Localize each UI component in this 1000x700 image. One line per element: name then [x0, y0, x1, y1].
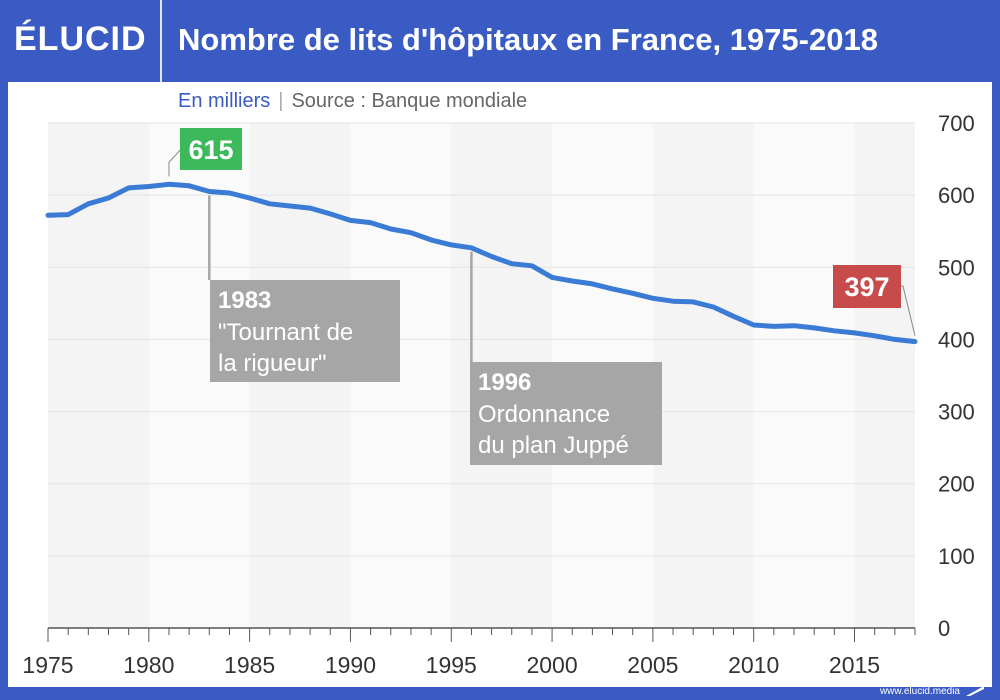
end-value-label: 397	[844, 272, 889, 302]
y-tick-label: 400	[938, 327, 975, 352]
x-tick-label: 1985	[224, 652, 275, 678]
annotation-text-rigueur: "Tournant de	[218, 319, 353, 346]
x-tick-label: 1995	[426, 652, 477, 678]
annotation-text-juppe: du plan Juppé	[478, 432, 629, 459]
series-line	[45, 181, 918, 345]
subtitle-separator: |	[278, 90, 284, 112]
y-tick-label: 0	[938, 616, 950, 641]
source-label: Source : Banque mondiale	[291, 90, 528, 112]
y-tick-label: 500	[938, 255, 975, 280]
start-label-leader	[168, 146, 184, 177]
annotation-box-rigueur	[210, 280, 400, 382]
footer-url[interactable]: www.elucid.media	[879, 686, 960, 697]
y-tick-label: 700	[938, 111, 975, 136]
start-value-label: 615	[188, 135, 233, 165]
annotation-box-juppe	[470, 362, 662, 465]
annotation-text-rigueur: la rigueur"	[218, 350, 327, 377]
band-2010	[753, 123, 855, 628]
y-tick-label: 300	[938, 400, 975, 425]
x-tick-label: 2000	[526, 652, 577, 678]
header-divider	[160, 0, 162, 82]
y-tick-label: 200	[938, 472, 975, 497]
elucid-logo: ÉLUCID	[14, 20, 147, 58]
x-tick-label: 1980	[123, 652, 174, 678]
x-tick-label: 1990	[325, 652, 376, 678]
x-tick-label: 2010	[728, 652, 779, 678]
header-bar: ÉLUCID Nombre de lits d'hôpitaux en Fran…	[0, 0, 1000, 82]
unit-label: En milliers	[178, 90, 271, 112]
annotation-year-juppe: 1996	[478, 369, 531, 396]
annotation-text-juppe: Ordonnance	[478, 401, 610, 428]
elucid-mark-icon	[966, 686, 984, 696]
y-tick-label: 600	[938, 183, 975, 208]
chart-subtitle: En milliers | Source : Banque mondiale	[178, 90, 527, 113]
x-tick-label: 1975	[22, 652, 73, 678]
chart-title: Nombre de lits d'hôpitaux en France, 197…	[178, 22, 878, 57]
y-tick-label: 100	[938, 544, 975, 569]
end-label-box	[833, 265, 901, 308]
x-tick-label: 2005	[627, 652, 678, 678]
x-tick-label: 2015	[829, 652, 880, 678]
start-label-box	[180, 128, 242, 170]
annotation-year-rigueur: 1983	[218, 287, 271, 314]
